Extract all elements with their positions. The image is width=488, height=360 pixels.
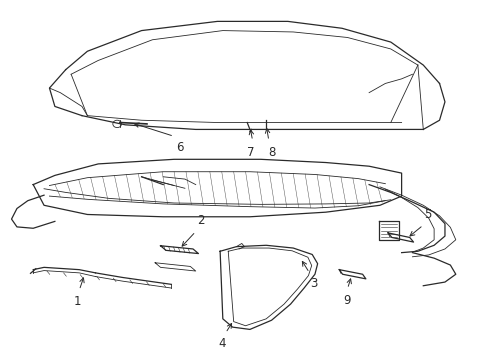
Text: 4: 4: [218, 337, 225, 350]
Text: 9: 9: [343, 294, 350, 307]
Text: 1: 1: [74, 295, 81, 308]
Text: 5: 5: [423, 208, 430, 221]
Text: 3: 3: [309, 278, 317, 291]
Text: 8: 8: [267, 145, 275, 158]
Text: 6: 6: [175, 141, 183, 154]
Text: 2: 2: [197, 214, 204, 227]
Text: 7: 7: [247, 145, 254, 158]
